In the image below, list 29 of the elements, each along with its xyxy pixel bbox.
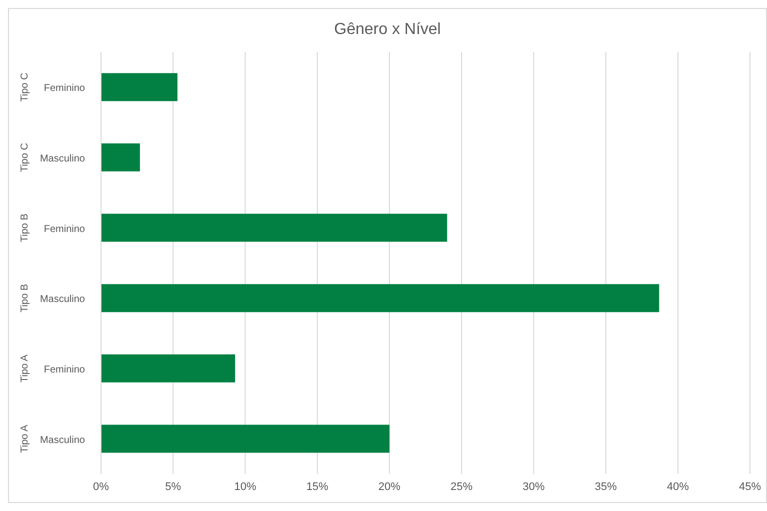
x-tick-label: 20%: [378, 480, 401, 493]
text: Tipo A: [20, 424, 31, 453]
text: Tipo C: [20, 142, 31, 172]
y-tick-label: Masculino: [40, 154, 86, 164]
x-tick-label: 45%: [738, 480, 762, 493]
bar: [101, 214, 448, 242]
y-tick-label: Feminino: [44, 83, 86, 94]
x-tick-label: 0%: [93, 480, 110, 493]
x-tick-label: 5%: [165, 480, 182, 493]
bar: [101, 424, 390, 453]
y-tick-label: Feminino: [44, 364, 86, 376]
y-tick-label: Masculino: [40, 434, 86, 446]
bar: [101, 284, 660, 312]
chart-title: Gênero x Nível: [333, 20, 442, 40]
bar: [101, 354, 236, 382]
bar: [101, 143, 140, 172]
x-tick-label: 35%: [594, 480, 617, 493]
x-tick-label: 30%: [522, 480, 545, 493]
x-tick-label: 40%: [666, 480, 690, 493]
text: Tipo C: [20, 72, 31, 102]
x-tick-label: 25%: [450, 480, 473, 493]
x-tick-label: 10%: [234, 480, 256, 493]
text: Tipo A: [20, 354, 31, 382]
y-tick-label: Masculino: [40, 294, 86, 306]
text: Tipo B: [20, 213, 31, 242]
y-tick-label: Feminino: [44, 224, 86, 235]
x-tick-label: 15%: [306, 480, 329, 493]
text: Tipo B: [20, 284, 31, 312]
bar: [101, 73, 178, 102]
